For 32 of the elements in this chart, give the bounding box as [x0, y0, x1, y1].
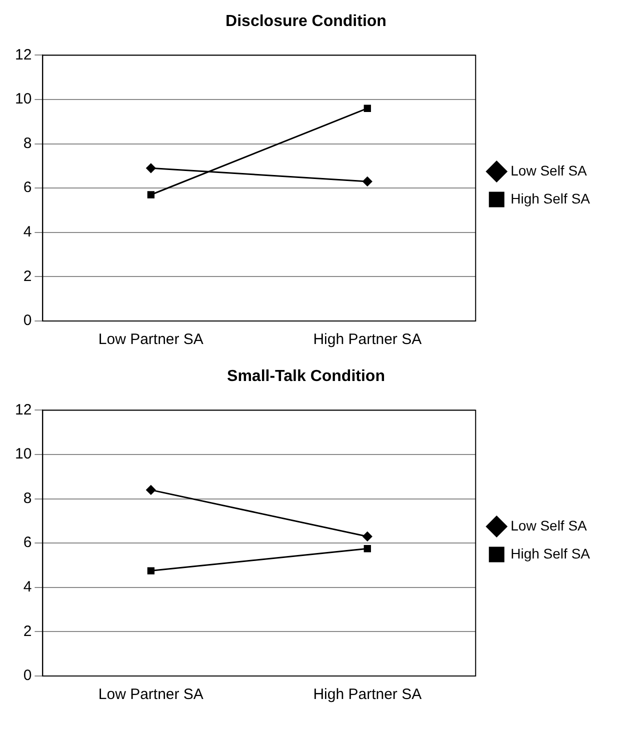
point [147, 191, 154, 198]
y-tick-label: 6 [23, 179, 32, 196]
legend-label: High Self SA [510, 545, 591, 562]
y-tick-label: 0 [23, 667, 32, 684]
y-tick-label: 4 [23, 578, 32, 596]
y-tick-label: 6 [23, 534, 32, 552]
y-tick-label: 0 [23, 312, 32, 330]
y-tick-label: 8 [23, 490, 32, 507]
y-tick-label: 4 [23, 224, 32, 241]
point [362, 176, 372, 186]
legend-label: Low Self SA [510, 162, 588, 178]
point [147, 567, 154, 574]
y-tick-label: 10 [14, 446, 32, 463]
point [364, 545, 371, 552]
y-tick-label: 2 [23, 622, 32, 640]
y-tick-label: 12 [14, 401, 32, 418]
chart-title: Disclosure Condition [226, 13, 386, 30]
point [364, 104, 371, 112]
y-tick-label: 10 [14, 90, 32, 108]
point [362, 532, 372, 542]
chart-title: Small-Talk Condition [227, 368, 385, 386]
legend-label: Low Self SA [510, 517, 588, 534]
y-tick-label: 8 [23, 134, 32, 152]
x-tick-label: Low Partner SA [98, 331, 204, 348]
y-tick-label: 2 [23, 268, 32, 285]
point [146, 485, 156, 495]
x-tick-label: High Partner SA [313, 331, 422, 348]
legend-label: High Self SA [510, 190, 591, 206]
y-tick-label: 12 [14, 46, 32, 64]
point [146, 163, 156, 173]
x-tick-label: Low Partner SA [98, 686, 204, 704]
x-tick-label: High Partner SA [313, 686, 422, 704]
